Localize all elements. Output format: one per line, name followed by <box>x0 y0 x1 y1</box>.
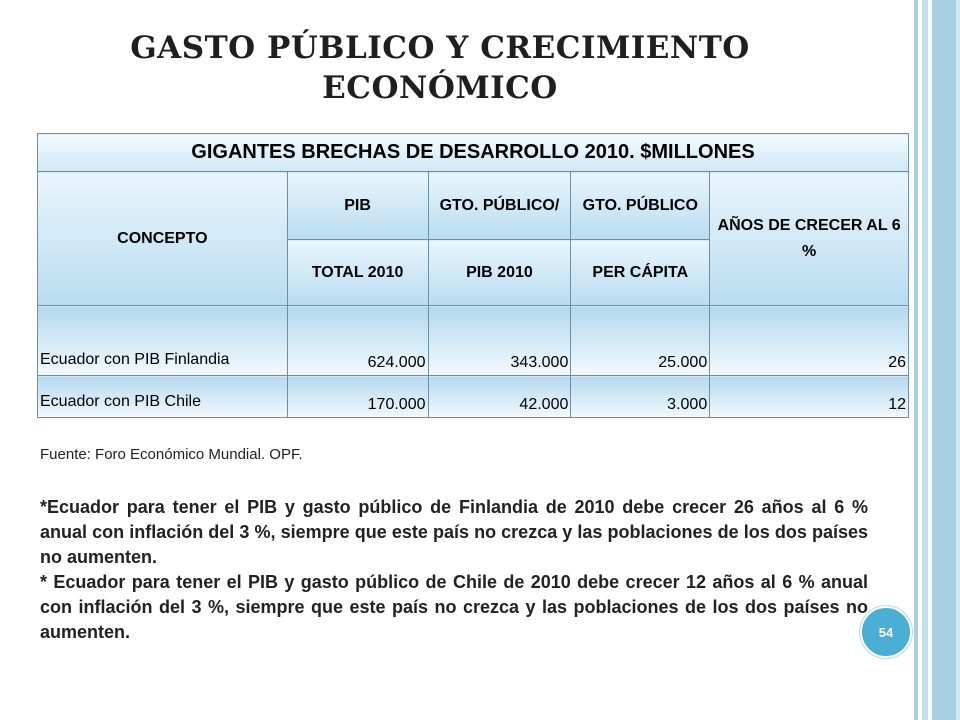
table-row: Ecuador con PIB Finlandia 624.000 343.00… <box>37 305 909 376</box>
development-gap-table: GIGANTES BRECHAS DE DESARROLLO 2010. $MI… <box>37 133 909 418</box>
row-gto-percap: 3.000 <box>570 375 711 418</box>
header-pib-2010: PIB 2010 <box>427 239 572 306</box>
header-per-capita: PER CÁPITA <box>570 239 711 306</box>
title-line-1: GASTO PÚBLICO Y CRECIMIENTO <box>130 30 750 66</box>
stripe <box>922 0 928 720</box>
slide-title: GASTO PÚBLICO Y CRECIMIENTO ECONÓMICO <box>60 28 820 108</box>
header-gto-publico-pib: GTO. PÚBLICO/ <box>427 171 572 240</box>
header-anos-crecer: AÑOS DE CRECER AL 6 % <box>709 171 909 306</box>
row-gto-pib: 343.000 <box>427 305 572 376</box>
row-anos: 26 <box>709 305 909 376</box>
note-finlandia: *Ecuador para tener el PIB y gasto públi… <box>40 497 868 567</box>
row-gto-percap: 25.000 <box>570 305 711 376</box>
row-pib: 624.000 <box>286 305 429 376</box>
header-concepto: CONCEPTO <box>37 171 288 306</box>
header-gto-publico: GTO. PÚBLICO <box>570 171 711 240</box>
notes-block: *Ecuador para tener el PIB y gasto públi… <box>40 495 868 645</box>
header-total-2010: TOTAL 2010 <box>286 239 429 306</box>
table-caption: GIGANTES BRECHAS DE DESARROLLO 2010. $MI… <box>37 133 909 172</box>
note-chile: * Ecuador para tener el PIB y gasto públ… <box>40 572 868 642</box>
row-concepto: Ecuador con PIB Finlandia <box>37 305 288 376</box>
decorative-stripes <box>914 0 960 720</box>
row-pib: 170.000 <box>286 375 429 418</box>
table-row: Ecuador con PIB Chile 170.000 42.000 3.0… <box>37 375 909 418</box>
row-concepto: Ecuador con PIB Chile <box>37 375 288 418</box>
row-gto-pib: 42.000 <box>427 375 572 418</box>
title-line-2: ECONÓMICO <box>322 70 558 106</box>
row-anos: 12 <box>709 375 909 418</box>
stripe <box>956 0 960 720</box>
header-pib: PIB <box>286 171 429 240</box>
page-number-badge: 54 <box>860 606 912 658</box>
stripe <box>914 0 918 720</box>
source-note: Fuente: Foro Económico Mundial. OPF. <box>40 446 303 463</box>
stripe <box>932 0 956 720</box>
